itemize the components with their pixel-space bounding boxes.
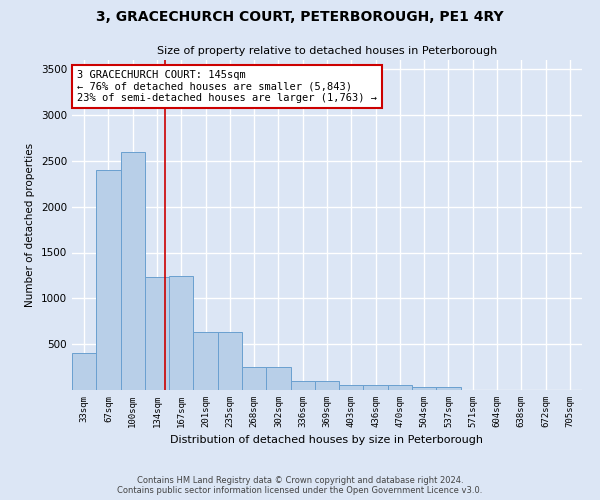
Bar bbox=[436, 387, 461, 390]
Bar bbox=[290, 381, 315, 390]
Bar bbox=[364, 384, 388, 390]
Bar bbox=[96, 170, 121, 390]
X-axis label: Distribution of detached houses by size in Peterborough: Distribution of detached houses by size … bbox=[170, 436, 484, 446]
Bar bbox=[121, 152, 145, 390]
Text: 3 GRACECHURCH COURT: 145sqm
← 76% of detached houses are smaller (5,843)
23% of : 3 GRACECHURCH COURT: 145sqm ← 76% of det… bbox=[77, 70, 377, 103]
Bar bbox=[412, 387, 436, 390]
Bar bbox=[339, 384, 364, 390]
Bar bbox=[193, 332, 218, 390]
Bar bbox=[242, 367, 266, 390]
Bar bbox=[266, 367, 290, 390]
Text: 3, GRACECHURCH COURT, PETERBOROUGH, PE1 4RY: 3, GRACECHURCH COURT, PETERBOROUGH, PE1 … bbox=[96, 10, 504, 24]
Bar bbox=[169, 276, 193, 390]
Title: Size of property relative to detached houses in Peterborough: Size of property relative to detached ho… bbox=[157, 46, 497, 56]
Bar bbox=[315, 381, 339, 390]
Bar bbox=[72, 354, 96, 390]
Bar bbox=[388, 384, 412, 390]
Text: Contains HM Land Registry data © Crown copyright and database right 2024.
Contai: Contains HM Land Registry data © Crown c… bbox=[118, 476, 482, 495]
Bar bbox=[145, 277, 169, 390]
Y-axis label: Number of detached properties: Number of detached properties bbox=[25, 143, 35, 307]
Bar bbox=[218, 332, 242, 390]
